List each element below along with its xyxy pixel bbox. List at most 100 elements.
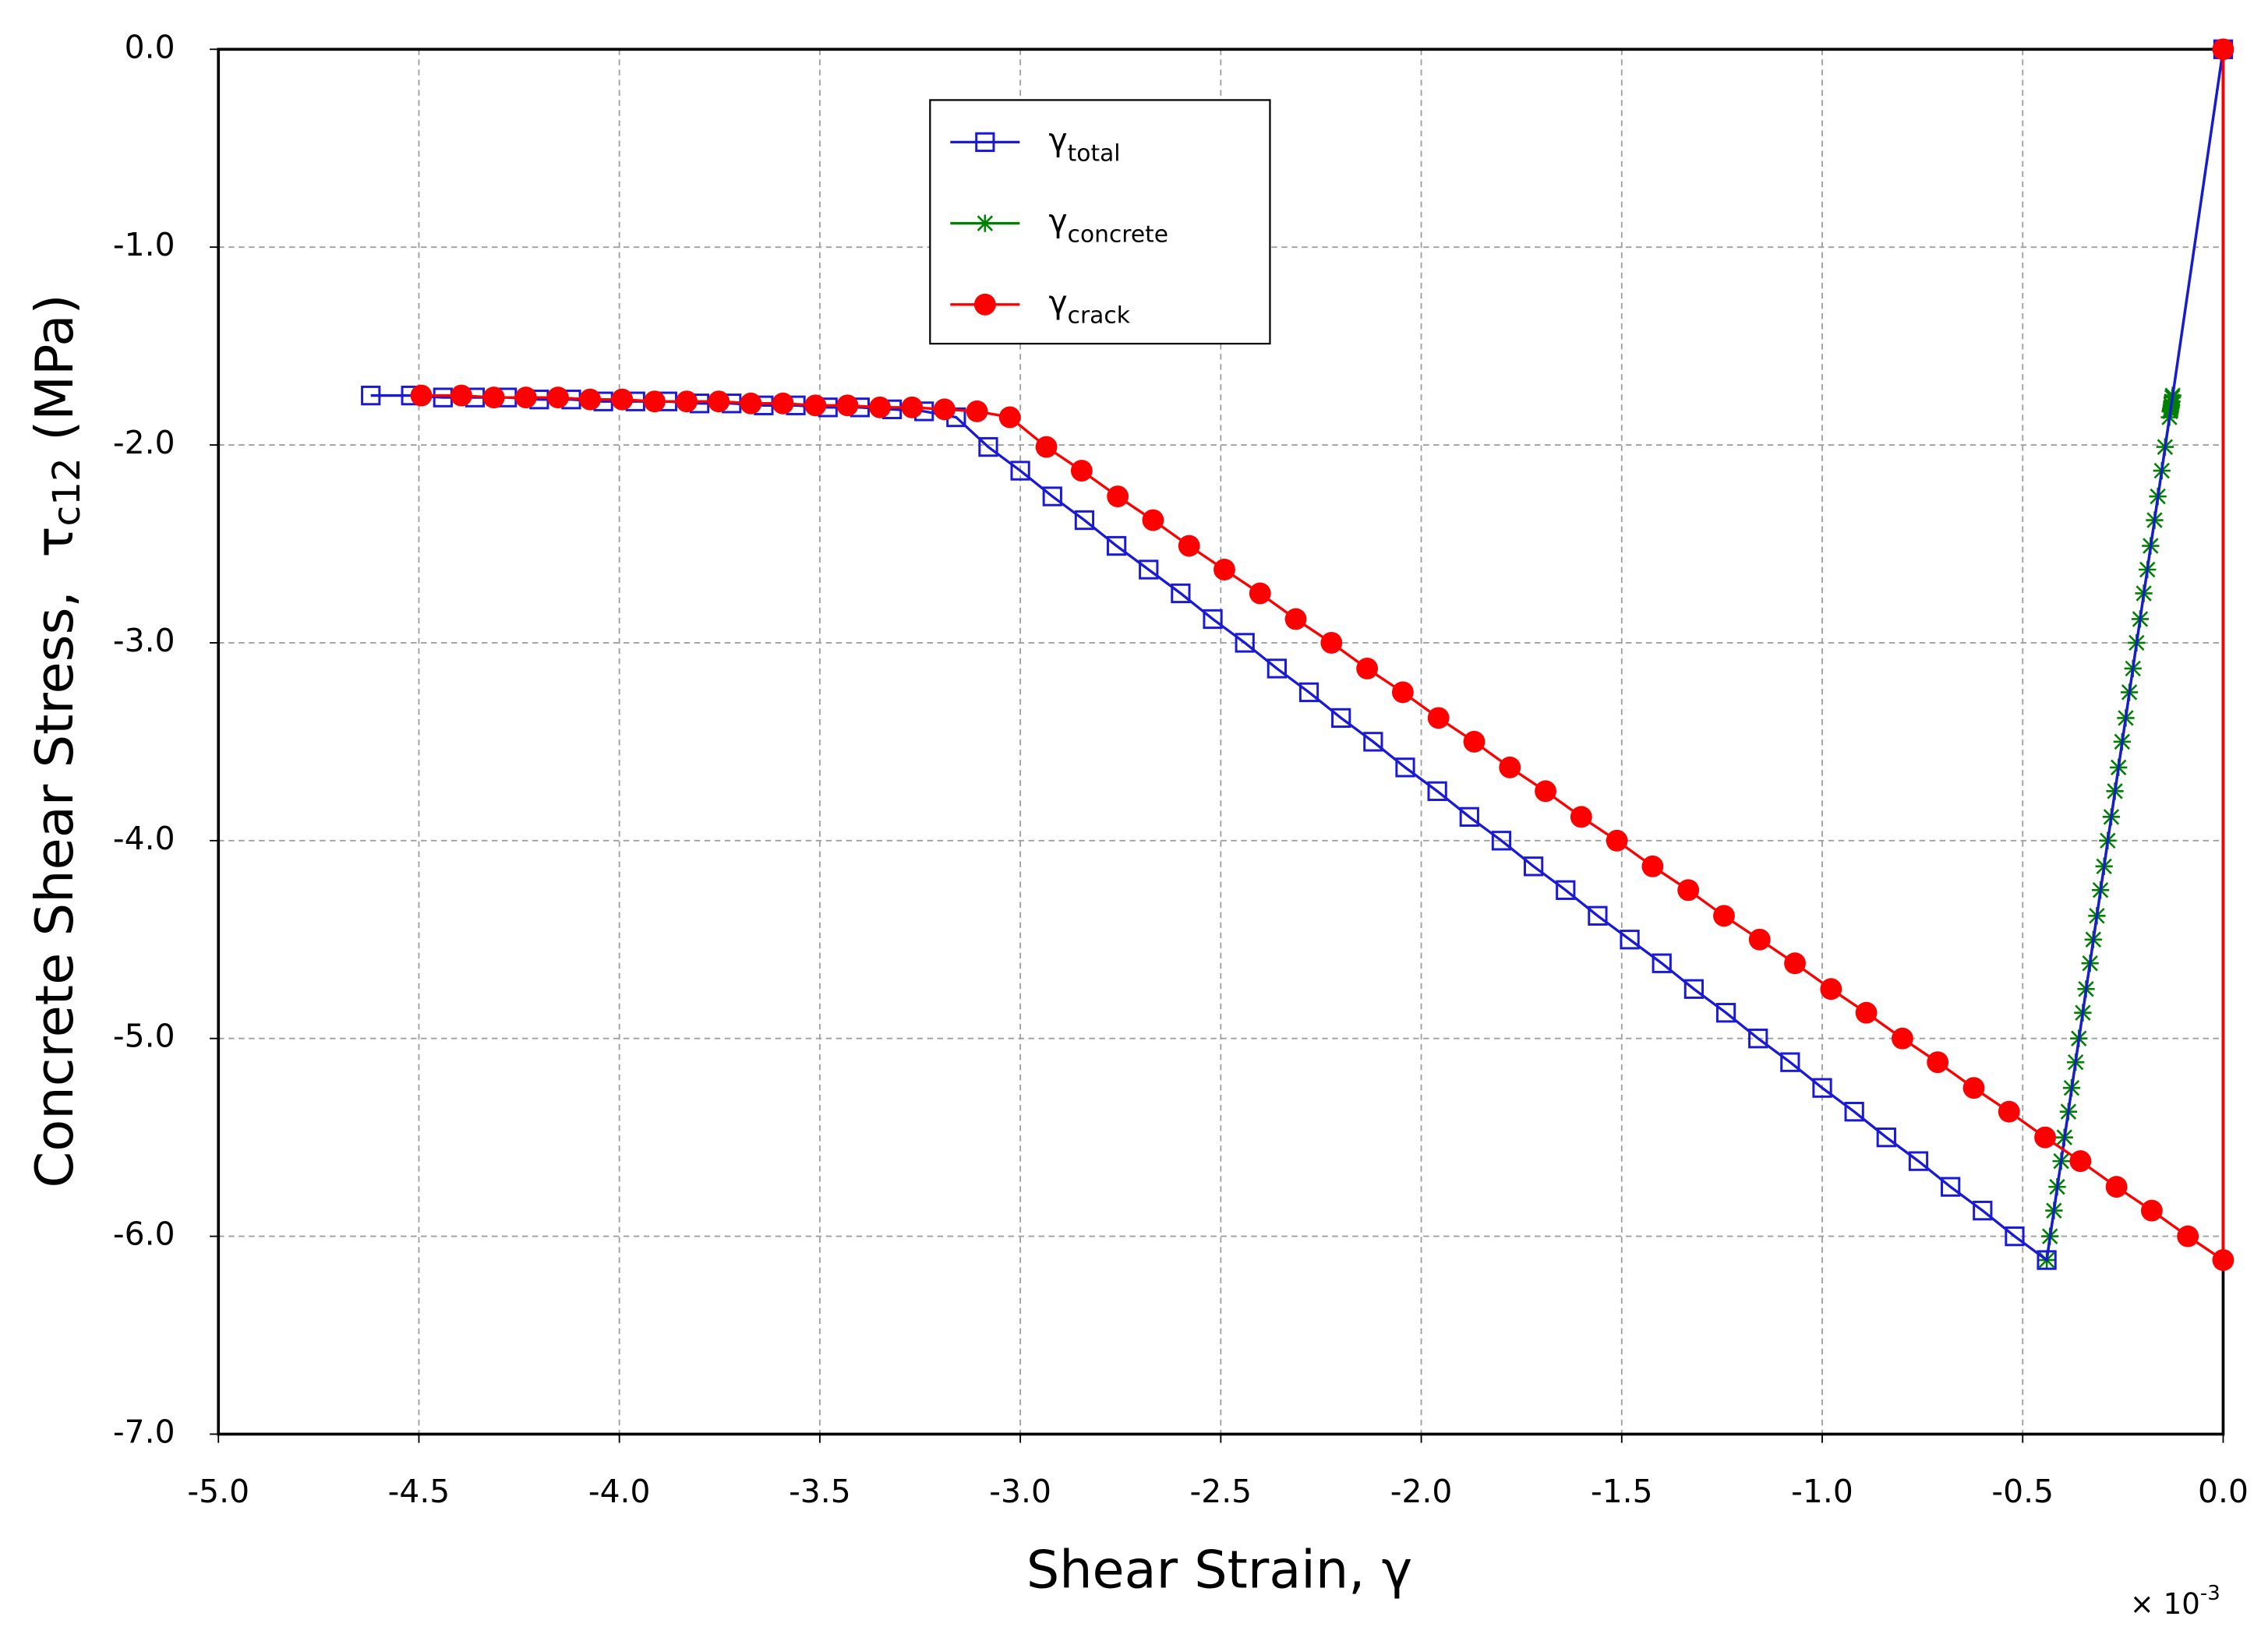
series	[361, 39, 2234, 1270]
y-tick-label: -4.0	[113, 820, 175, 857]
square-marker	[1683, 979, 1705, 999]
circle-marker	[1891, 1027, 1913, 1050]
square-marker	[2005, 1226, 2025, 1247]
square-marker	[1171, 583, 1191, 604]
circle-marker	[450, 384, 472, 407]
x-multiplier-sup: -3	[2200, 1582, 2220, 1605]
circle-marker	[1391, 681, 1414, 704]
square-marker	[1010, 461, 1030, 481]
circle-marker	[1035, 436, 1058, 458]
circle-marker	[2069, 1150, 2092, 1173]
circle-marker	[1855, 1001, 1878, 1024]
circle-marker	[708, 390, 730, 413]
circle-marker	[1641, 855, 1664, 877]
y-axis-title: Concrete Shear Stress, τc12 (MPa)	[24, 294, 89, 1188]
circle-marker	[2212, 38, 2234, 61]
square-marker	[1748, 1029, 1768, 1049]
y-tick-label: -3.0	[113, 622, 175, 659]
circle-marker	[973, 293, 996, 316]
legend-symbol: γ	[1049, 203, 1068, 240]
plot-marks	[361, 38, 2234, 1272]
square-marker	[978, 436, 998, 457]
legend-subscript: total	[1068, 139, 1121, 167]
legend-symbol: γ	[1049, 284, 1068, 321]
circle-marker	[901, 396, 924, 418]
circle-marker	[676, 390, 698, 413]
circle-marker	[1499, 756, 1521, 778]
y-tick-label: -2.0	[113, 424, 175, 461]
square-marker	[2037, 1250, 2057, 1270]
legend-subscript: concrete	[1068, 221, 1168, 248]
circle-marker	[514, 386, 537, 409]
y-tick-label: -6.0	[113, 1216, 175, 1253]
circle-marker	[1213, 559, 1235, 581]
square-marker	[361, 385, 381, 406]
square-marker	[1395, 757, 1415, 778]
square-marker	[1298, 682, 1319, 703]
x-multiplier: × 10-3	[2130, 1582, 2220, 1621]
square-marker	[1588, 905, 1608, 926]
legend-label: γtotal	[1049, 121, 1121, 166]
circle-marker	[1107, 485, 1129, 508]
square-marker	[1941, 1177, 1961, 1197]
circle-marker	[1178, 535, 1200, 557]
circle-marker	[410, 384, 433, 407]
circle-marker	[1535, 780, 1556, 803]
x-tick-label: 0.0	[2198, 1473, 2249, 1510]
square-marker	[1363, 732, 1383, 752]
circle-marker	[1070, 460, 1093, 482]
star-marker	[976, 214, 994, 232]
legend-label: γconcrete	[1049, 203, 1168, 248]
circle-marker	[1570, 806, 1592, 828]
legend-symbol: γ	[1049, 121, 1068, 158]
x-tick-label: -4.5	[388, 1473, 450, 1510]
circle-marker	[2177, 1225, 2199, 1248]
circle-marker	[1606, 829, 1628, 852]
x-axis-title: Shear Strain, γ	[1026, 1540, 1412, 1601]
square-marker	[1491, 831, 1512, 851]
square-marker	[1973, 1200, 1993, 1221]
square-marker	[1876, 1128, 1896, 1148]
series-line	[370, 49, 2225, 1263]
circle-marker	[644, 390, 666, 413]
square-marker	[1042, 486, 1062, 506]
square-marker	[975, 132, 995, 153]
square-marker	[1106, 535, 1127, 556]
y-axis-title-unit: (MPa)	[24, 294, 85, 457]
y-tick-label: -5.0	[113, 1018, 175, 1055]
circle-marker	[933, 398, 956, 421]
square-marker	[1203, 609, 1223, 630]
circle-marker	[998, 406, 1021, 429]
square-marker	[1331, 708, 1351, 729]
square-marker	[1715, 1003, 1736, 1023]
circle-marker	[1677, 879, 1700, 902]
square-marker	[1427, 781, 1447, 802]
square-marker	[1459, 806, 1479, 828]
y-axis-title-sub: c12	[45, 457, 89, 526]
x-tick-label: -2.0	[1390, 1473, 1453, 1510]
circle-marker	[1713, 905, 1735, 927]
circle-marker	[772, 392, 794, 415]
x-tick-label: -1.0	[1791, 1473, 1853, 1510]
circle-marker	[1320, 631, 1343, 654]
circle-marker	[1820, 978, 1842, 1001]
circle-marker	[579, 388, 602, 411]
x-multiplier-text: × 10	[2130, 1587, 2200, 1621]
circle-marker	[547, 386, 569, 409]
series	[410, 38, 2234, 1272]
square-marker	[1812, 1078, 1832, 1098]
x-tick-label: -5.0	[187, 1473, 249, 1510]
square-marker	[1780, 1052, 1800, 1072]
x-tick-label: -4.0	[588, 1473, 651, 1510]
circle-marker	[869, 396, 891, 418]
legend-label: γcrack	[1049, 284, 1131, 329]
circle-marker	[1962, 1077, 1985, 1099]
circle-marker	[1356, 657, 1379, 679]
circle-marker	[1748, 928, 1771, 951]
circle-marker	[2034, 1126, 2056, 1149]
circle-marker	[2212, 1249, 2234, 1272]
circle-marker	[611, 388, 634, 411]
circle-marker	[482, 386, 505, 409]
